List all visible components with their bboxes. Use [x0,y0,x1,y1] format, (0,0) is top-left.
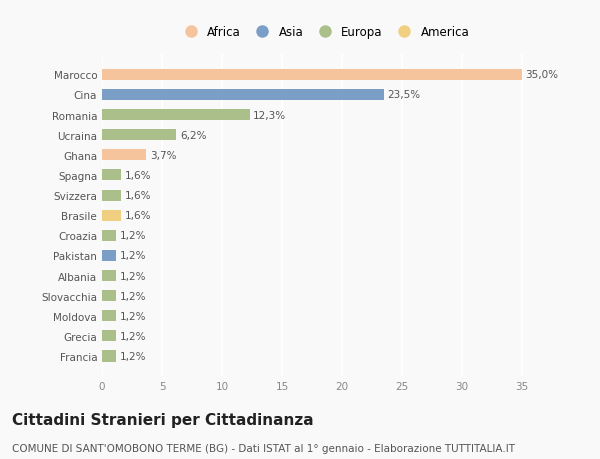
Text: 1,6%: 1,6% [125,190,151,201]
Bar [102,250,116,262]
Text: 1,2%: 1,2% [120,351,146,361]
Text: 3,7%: 3,7% [150,151,176,161]
Text: 1,2%: 1,2% [120,331,146,341]
Legend: Africa, Asia, Europa, America: Africa, Asia, Europa, America [175,22,473,42]
Bar [102,150,146,161]
Text: 1,2%: 1,2% [120,311,146,321]
Text: 1,2%: 1,2% [120,291,146,301]
Bar [102,130,176,141]
Bar [102,230,116,241]
Text: 1,2%: 1,2% [120,231,146,241]
Bar [102,170,121,181]
Bar [102,270,116,281]
Bar [102,330,116,341]
Bar [102,311,116,322]
Bar [102,210,121,221]
Bar [102,110,250,121]
Text: COMUNE DI SANT'OMOBONO TERME (BG) - Dati ISTAT al 1° gennaio - Elaborazione TUTT: COMUNE DI SANT'OMOBONO TERME (BG) - Dati… [12,443,515,453]
Text: 23,5%: 23,5% [388,90,421,100]
Bar [102,90,384,101]
Text: 1,2%: 1,2% [120,251,146,261]
Text: 6,2%: 6,2% [180,130,206,140]
Text: 1,6%: 1,6% [125,171,151,180]
Text: 1,2%: 1,2% [120,271,146,281]
Bar [102,351,116,362]
Bar [102,70,522,81]
Bar [102,291,116,302]
Text: Cittadini Stranieri per Cittadinanza: Cittadini Stranieri per Cittadinanza [12,413,314,428]
Bar [102,190,121,201]
Text: 35,0%: 35,0% [526,70,559,80]
Text: 12,3%: 12,3% [253,110,286,120]
Text: 1,6%: 1,6% [125,211,151,221]
